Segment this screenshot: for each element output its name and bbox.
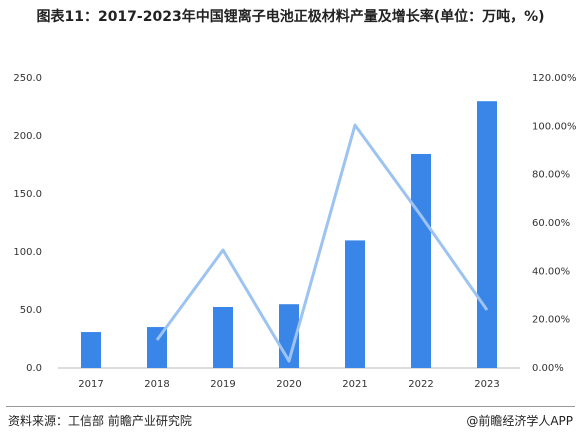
bar: [411, 153, 431, 368]
y-tick-label: 0.0: [26, 363, 42, 374]
chart-title: 图表11：2017-2023年中国锂离子电池正极材料产量及增长率(单位：万吨，%…: [36, 9, 545, 25]
x-tick-label: 2019: [210, 379, 235, 390]
x-tick-label: 2018: [144, 379, 169, 390]
y2-tick-label: 20.00%: [532, 315, 570, 326]
x-tick-label: 2020: [276, 379, 301, 390]
divider: [6, 406, 575, 407]
x-tick-label: 2021: [342, 379, 367, 390]
bar: [477, 101, 497, 368]
bar: [213, 306, 233, 368]
y-tick-label: 150.0: [13, 189, 42, 200]
y2-tick-label: 120.00%: [532, 73, 577, 84]
credit: @前瞻经济学人APP: [466, 414, 573, 428]
y2-tick-label: 60.00%: [532, 218, 570, 229]
bar: [345, 240, 365, 368]
y2-tick-label: 80.00%: [532, 170, 570, 181]
x-tick-label: 2022: [408, 379, 433, 390]
y-tick-label: 200.0: [13, 131, 42, 142]
y-tick-label: 50.0: [20, 305, 42, 316]
x-tick-label: 2017: [78, 379, 103, 390]
source-note: 资料来源：工信部 前瞻产业研究院: [8, 414, 192, 428]
bar: [147, 327, 167, 368]
y2-tick-label: 0.00%: [532, 363, 564, 374]
line: [155, 123, 489, 363]
y-tick-label: 100.0: [13, 247, 42, 258]
y2-tick-label: 40.00%: [532, 266, 570, 277]
x-tick-label: 2023: [474, 379, 499, 390]
bar: [81, 332, 101, 368]
y-tick-label: 250.0: [13, 73, 42, 84]
y2-tick-label: 100.00%: [532, 121, 577, 132]
